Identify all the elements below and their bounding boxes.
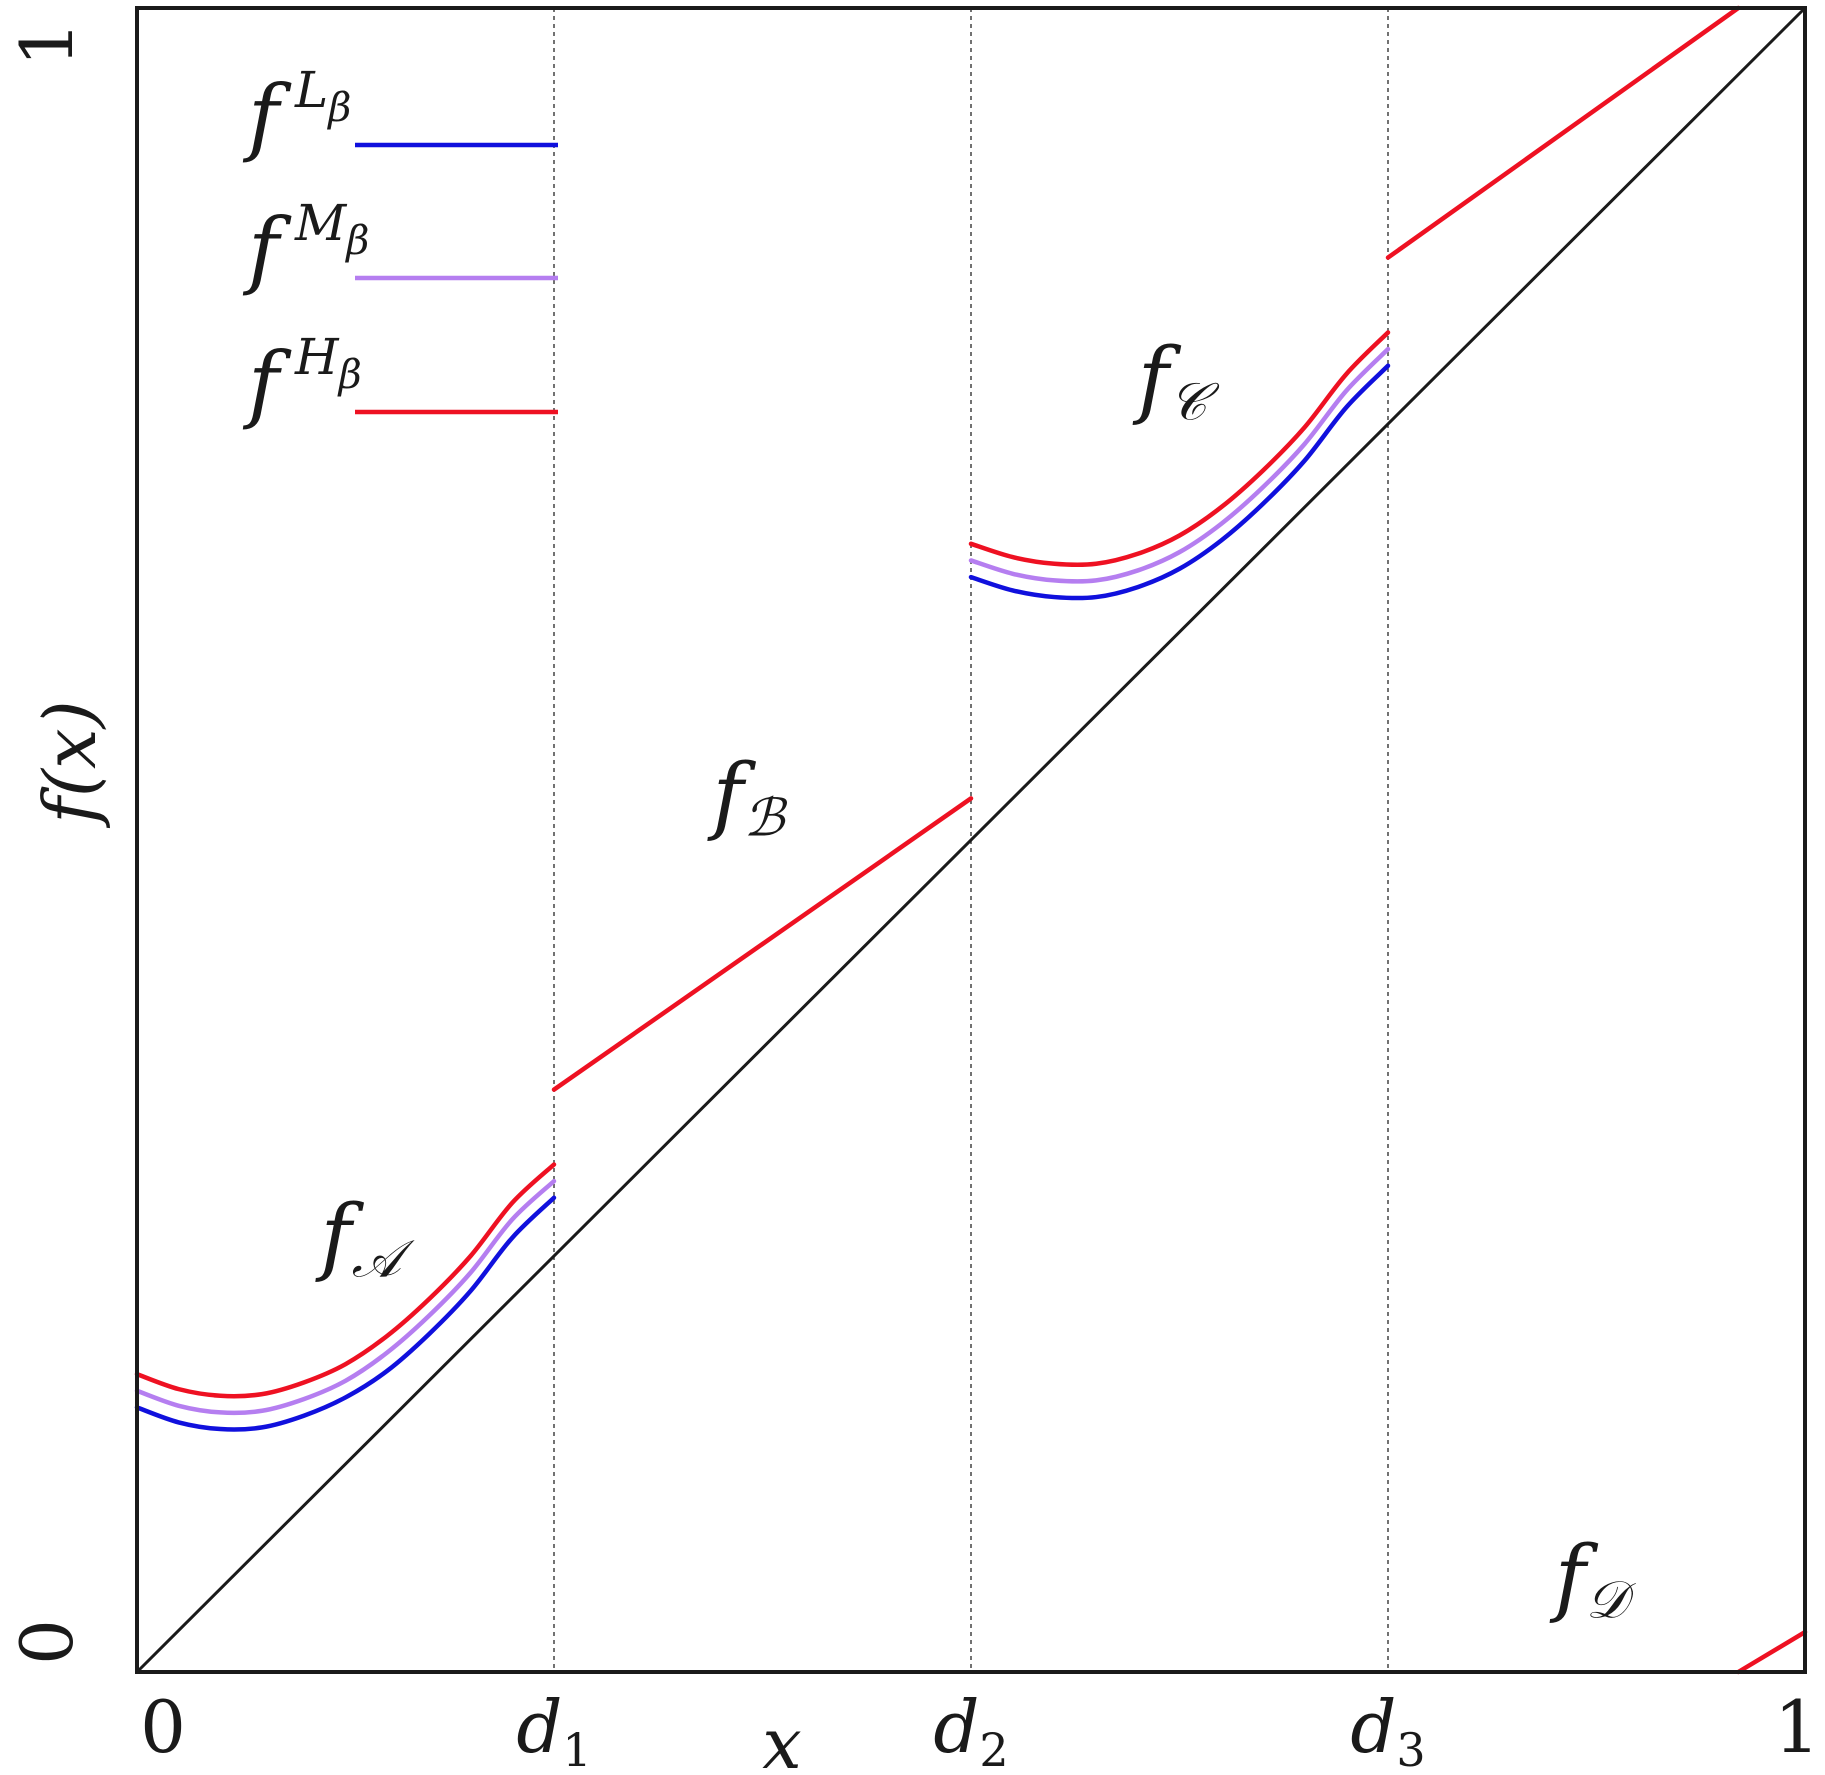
identity-line xyxy=(135,6,1807,1674)
y-tick-label-2: 1 xyxy=(5,21,89,67)
legend-entry-high: f Hβ xyxy=(242,328,558,432)
region-label-4: f𝒟 xyxy=(1549,1527,1636,1630)
legend-entry-low: f Lβ xyxy=(242,61,558,165)
series-mid xyxy=(134,346,1391,1416)
series-low xyxy=(134,363,1391,1432)
series-high-segment-2 xyxy=(551,796,974,1092)
y-tick-labels: 01 xyxy=(5,21,89,1665)
legend: f Lβ f Mβ f Hβ xyxy=(242,61,558,432)
x-tick-label-3: d2 xyxy=(933,1685,1008,1775)
region-label-1: f𝒜 xyxy=(314,1186,415,1289)
legend-label-mid: f Mβ xyxy=(242,194,369,298)
x-tick-labels: 0 d1 d2 d3 1 xyxy=(140,1685,1820,1775)
identity-line-group xyxy=(135,6,1807,1674)
series-mid-segment-2 xyxy=(968,346,1391,584)
legend-label-low: f Lβ xyxy=(242,61,351,165)
series-high-segment-3 xyxy=(968,330,1391,568)
series-high-segment-4 xyxy=(1385,5,1741,260)
region-labels: f𝒜 fℬ f𝒞 f𝒟 xyxy=(314,329,1635,1630)
region-label-3: f𝒞 xyxy=(1132,329,1220,432)
region-label-2: fℬ xyxy=(706,745,787,848)
series-low-segment-2 xyxy=(968,363,1391,601)
legend-entry-mid: f Mβ xyxy=(242,194,558,298)
legend-label-high: f Hβ xyxy=(242,328,362,432)
plot-frame xyxy=(135,6,1807,1674)
series-high-segment-5 xyxy=(1736,1629,1808,1675)
y-tick-label-1: 0 xyxy=(5,1619,89,1665)
x-axis-label: x xyxy=(762,1703,801,1775)
x-tick-label-2: d1 xyxy=(516,1685,591,1775)
series-high xyxy=(134,5,1808,1675)
x-tick-label-4: d3 xyxy=(1350,1685,1425,1775)
y-axis-label: f(x) xyxy=(28,700,112,828)
series-lines xyxy=(134,5,1808,1675)
x-tick-label-1: 0 xyxy=(140,1685,186,1769)
series-high-segment-1 xyxy=(134,1162,557,1399)
x-tick-label-5: 1 xyxy=(1774,1685,1820,1769)
series-mid-segment-1 xyxy=(134,1178,557,1416)
series-low-segment-1 xyxy=(134,1195,557,1432)
